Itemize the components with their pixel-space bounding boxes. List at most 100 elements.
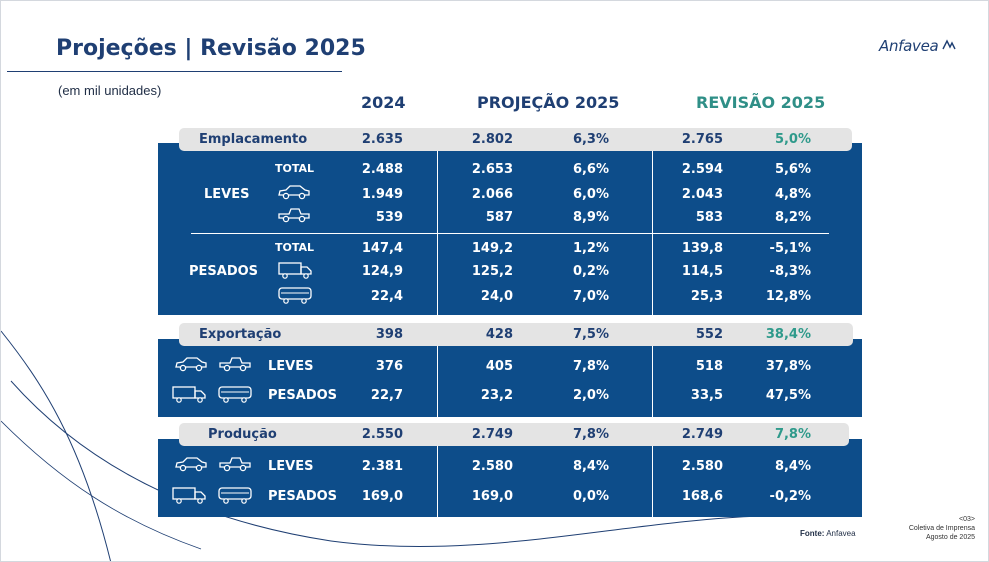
emplacamento-pesados-label: PESADOS: [189, 264, 259, 279]
car-icon: [175, 457, 207, 472]
emp-pes-r0-proj: 149,2: [471, 241, 513, 256]
prod-leves-proj: 2.580: [471, 459, 513, 474]
page-footer: <03> Coletiva de Imprensa Agosto de 2025: [901, 515, 975, 542]
producao-rev-pct: 7,8%: [774, 427, 811, 442]
exp-leves-proj: 405: [485, 359, 513, 374]
exportacao-rev: 552: [695, 327, 723, 342]
emplacamento-rev-pct: 5,0%: [774, 132, 811, 147]
exp-pes-proj: 23,2: [480, 388, 513, 403]
producao-proj-pct: 7,8%: [572, 427, 609, 442]
column-header-2024: 2024: [361, 93, 406, 112]
producao-leves-label: LEVES: [268, 459, 314, 474]
emp-pes-r0-rev: 139,8: [681, 241, 723, 256]
exp-pes-2024: 22,7: [370, 388, 403, 403]
emp-leves-r1-proj: 2.066: [471, 187, 513, 202]
emp-pes-r1-proj: 125,2: [471, 264, 513, 279]
emp-pes-r2-rev: 25,3: [690, 289, 723, 304]
exp-pes-proj-pct: 2,0%: [572, 388, 609, 403]
emp-leves-r1-rev-pct: 4,8%: [774, 187, 811, 202]
exp-leves-rev-pct: 37,8%: [765, 359, 811, 374]
producao-summary-bar: [179, 423, 849, 446]
source-label: Fonte:: [800, 529, 825, 538]
prod-leves-2024: 2.381: [361, 459, 403, 474]
exportacao-pesados-label: PESADOS: [268, 388, 338, 403]
emp-pes-r2-2024: 22,4: [370, 289, 403, 304]
emp-pes-r1-rev-pct: -8,3%: [769, 264, 811, 279]
divider: [191, 233, 829, 234]
emplacamento-rev: 2.765: [681, 132, 723, 147]
emp-pes-r0-proj-pct: 1,2%: [572, 241, 609, 256]
emp-leves-r0-proj: 2.653: [471, 162, 513, 177]
exp-leves-proj-pct: 7,8%: [572, 359, 609, 374]
exportacao-block: [158, 339, 862, 417]
emp-leves-r1-proj-pct: 6,0%: [572, 187, 609, 202]
column-header-revisao: REVISÃO 2025: [696, 93, 826, 112]
exportacao-summary-bar: [179, 323, 853, 346]
bus-icon: [218, 386, 252, 403]
event-date: Agosto de 2025: [925, 534, 975, 541]
emp-leves-r1-2024: 1.949: [361, 187, 403, 202]
emp-leves-r0-rev: 2.594: [681, 162, 723, 177]
car-icon: [278, 185, 310, 200]
emp-pes-r2-rev-pct: 12,8%: [765, 289, 811, 304]
column-header-projecao: PROJEÇÃO 2025: [477, 93, 620, 112]
prod-pes-proj: 169,0: [471, 489, 513, 504]
emplacamento-proj: 2.802: [471, 132, 513, 147]
emp-pes-r1-proj-pct: 0,2%: [572, 264, 609, 279]
page-title: Projeções | Revisão 2025: [56, 36, 366, 61]
pickup-icon: [219, 357, 251, 372]
exp-leves-2024: 376: [375, 359, 403, 374]
emplacamento-proj-pct: 6,3%: [572, 132, 609, 147]
page-number: <03>: [959, 516, 975, 523]
prod-leves-proj-pct: 8,4%: [572, 459, 609, 474]
exportacao-2024: 398: [375, 327, 403, 342]
units-note: (em mil unidades): [58, 83, 162, 98]
producao-proj: 2.749: [471, 427, 513, 442]
exportacao-proj-pct: 7,5%: [572, 327, 609, 342]
bus-icon: [218, 487, 252, 504]
source-value: Anfavea: [826, 529, 856, 538]
bus-icon: [278, 287, 312, 304]
emp-leves-r2-proj: 587: [485, 210, 513, 225]
divider: [437, 346, 438, 417]
emp-pes-r1-2024: 124,9: [361, 264, 403, 279]
divider: [652, 446, 653, 517]
producao-rev: 2.749: [681, 427, 723, 442]
emplacamento-pesados-total-label: TOTAL: [275, 241, 315, 254]
emp-pes-r1-rev: 114,5: [681, 264, 723, 279]
exportacao-proj: 428: [485, 327, 513, 342]
exp-pes-rev: 33,5: [690, 388, 723, 403]
emp-leves-r2-rev-pct: 8,2%: [774, 210, 811, 225]
truck-icon: [172, 386, 206, 403]
exp-pes-rev-pct: 47,5%: [765, 388, 811, 403]
logo-mark-icon: [942, 39, 956, 50]
truck-icon: [172, 487, 206, 504]
prod-pes-rev: 168,6: [681, 489, 723, 504]
producao-label: Produção: [208, 427, 277, 442]
emplacamento-leves-label: LEVES: [204, 187, 250, 202]
emp-leves-r0-2024: 2.488: [361, 162, 403, 177]
pickup-icon: [278, 208, 310, 223]
exportacao-rev-pct: 38,4%: [765, 327, 811, 342]
producao-block: [158, 439, 862, 517]
prod-leves-rev-pct: 8,4%: [774, 459, 811, 474]
emp-leves-r2-rev: 583: [695, 210, 723, 225]
event-name: Coletiva de Imprensa: [908, 525, 975, 532]
emp-pes-r2-proj: 24,0: [480, 289, 513, 304]
divider: [652, 346, 653, 417]
exportacao-leves-label: LEVES: [268, 359, 314, 374]
producao-pesados-label: PESADOS: [268, 489, 338, 504]
pickup-icon: [219, 457, 251, 472]
emplacamento-label: Emplacamento: [199, 132, 308, 147]
emplacamento-2024: 2.635: [361, 132, 403, 147]
prod-leves-rev: 2.580: [681, 459, 723, 474]
emp-pes-r0-rev-pct: -5,1%: [769, 241, 811, 256]
emplacamento-leves-total-label: TOTAL: [275, 162, 315, 175]
emplacamento-summary-bar: [179, 128, 852, 151]
prod-pes-proj-pct: 0,0%: [572, 489, 609, 504]
exportacao-label: Exportação: [199, 327, 282, 342]
emp-pes-r0-2024: 147,4: [361, 241, 403, 256]
emp-leves-r0-rev-pct: 5,6%: [774, 162, 811, 177]
emp-leves-r1-rev: 2.043: [681, 187, 723, 202]
